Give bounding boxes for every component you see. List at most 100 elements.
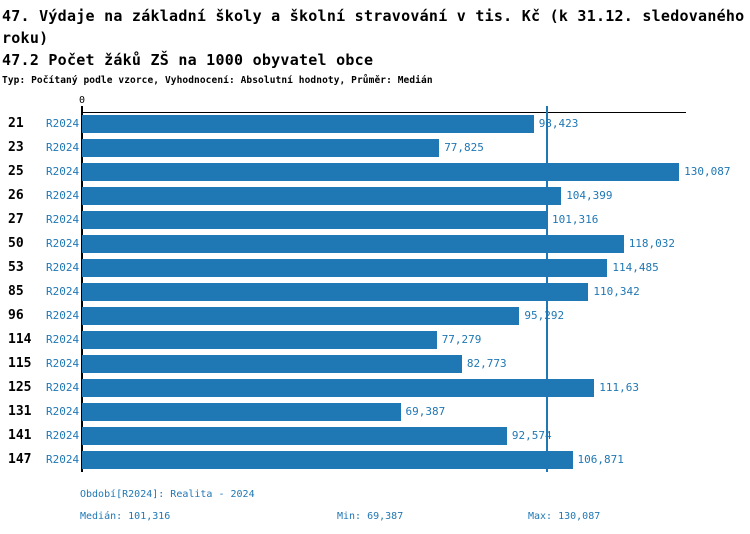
row-series-label: R2024	[46, 405, 80, 418]
row-series-label: R2024	[46, 429, 80, 442]
bar-value-label: 92,574	[511, 429, 552, 442]
footer-max-label: Max: 130,087	[528, 511, 601, 522]
row-series-label: R2024	[46, 285, 80, 298]
bar-row: 115 R2024 82,773	[0, 352, 750, 376]
x-axis-line	[82, 112, 686, 113]
bar-row: 25 R2024 130,087	[0, 160, 750, 184]
bar-value-label: 114,485	[612, 261, 659, 274]
bar-row: 131 R2024 69,387	[0, 400, 750, 424]
row-series-label: R2024	[46, 357, 80, 370]
bar-value-label: 95,292	[524, 309, 565, 322]
bar	[82, 259, 608, 277]
bar-track: 118,032	[82, 232, 750, 256]
row-series-label: R2024	[46, 261, 80, 274]
row-series-label: R2024	[46, 381, 80, 394]
x-axis-zero-label: 0	[78, 95, 86, 106]
bar-value-label: 118,032	[628, 237, 676, 250]
row-category-label: 85	[8, 284, 24, 299]
bar-row: 85 R2024 110,342	[0, 280, 750, 304]
bar	[82, 451, 573, 469]
bar-track: 77,279	[82, 328, 750, 352]
bar-value-label: 130,087	[684, 165, 731, 178]
bar-track: 92,574	[82, 424, 750, 448]
bar-row: 96 R2024 95,292	[0, 304, 750, 328]
bar-row: 23 R2024 77,825	[0, 136, 750, 160]
bar-rows: 21 R2024 98,423 23 R2024 77,825 25 R2024 130,087…	[0, 112, 750, 472]
row-category-label: 114	[8, 332, 32, 347]
bar-track: 101,316	[82, 208, 750, 232]
bar-row: 147 R2024 106,871	[0, 448, 750, 472]
bar	[82, 163, 680, 181]
bar-row: 141 R2024 92,574	[0, 424, 750, 448]
bar-value-label: 69,387	[405, 405, 446, 418]
bar-value-label: 104,399	[566, 189, 613, 202]
bar-row: 26 R2024 104,399	[0, 184, 750, 208]
bar	[82, 283, 589, 301]
row-series-label: R2024	[46, 333, 80, 346]
row-category-label: 50	[8, 236, 24, 251]
row-series-label: R2024	[46, 309, 80, 322]
row-category-label: 27	[8, 212, 24, 227]
bar-value-label: 77,279	[441, 333, 482, 346]
bar	[82, 139, 440, 157]
bar-row: 53 R2024 114,485	[0, 256, 750, 280]
row-series-label: R2024	[46, 141, 80, 154]
row-category-label: 131	[8, 404, 32, 419]
bar	[82, 331, 437, 349]
bar	[82, 355, 462, 373]
footer-min-label: Min: 69,387	[337, 511, 404, 522]
bar	[82, 427, 507, 445]
row-series-label: R2024	[46, 117, 80, 130]
bar-track: 110,342	[82, 280, 750, 304]
bar-row: 50 R2024 118,032	[0, 232, 750, 256]
bar	[82, 307, 520, 325]
bar-track: 82,773	[82, 352, 750, 376]
row-category-label: 53	[8, 260, 24, 275]
bar-value-label: 82,773	[466, 357, 507, 370]
bar-value-label: 111,63	[599, 381, 640, 394]
bar-row: 21 R2024 98,423	[0, 112, 750, 136]
footer-median-label: Medián: 101,316	[80, 511, 171, 522]
bar-track: 77,825	[82, 136, 750, 160]
page-title: 47. Výdaje na základní školy a školní st…	[2, 7, 745, 47]
row-category-label: 25	[8, 164, 24, 179]
bar	[82, 115, 534, 133]
bar-track: 104,399	[82, 184, 750, 208]
row-category-label: 96	[8, 308, 24, 323]
bar-value-label: 101,316	[552, 213, 599, 226]
bar-track: 130,087	[82, 160, 750, 184]
bar-track: 111,63	[82, 376, 750, 400]
bar-value-label: 77,825	[444, 141, 484, 154]
row-series-label: R2024	[46, 165, 80, 178]
bar-row: 114 R2024 77,279	[0, 328, 750, 352]
bar-track: 69,387	[82, 400, 750, 424]
row-series-label: R2024	[46, 213, 80, 226]
row-series-label: R2024	[46, 453, 80, 466]
bar-track: 95,292	[82, 304, 750, 328]
row-category-label: 147	[8, 452, 32, 467]
row-series-label: R2024	[46, 237, 80, 250]
bar	[82, 379, 595, 397]
bar-value-label: 98,423	[538, 117, 579, 130]
bar-track: 98,423	[82, 112, 750, 136]
bar-track: 114,485	[82, 256, 750, 280]
row-series-label: R2024	[46, 189, 80, 202]
bar	[82, 403, 401, 421]
header: 47. Výdaje na základní školy a školní st…	[2, 5, 746, 88]
indicator-title: 47.2 Počet žáků ZŠ na 1000 obyvatel obce	[2, 51, 374, 69]
row-category-label: 125	[8, 380, 32, 395]
bar	[82, 235, 624, 253]
footer-period-label: Období[R2024]: Realita - 2024	[80, 489, 255, 500]
bar	[82, 187, 562, 205]
bar	[82, 211, 547, 229]
row-category-label: 141	[8, 428, 32, 443]
bar-row: 125 R2024 111,63	[0, 376, 750, 400]
bar-value-label: 110,342	[593, 285, 640, 298]
row-category-label: 21	[8, 116, 24, 131]
row-category-label: 23	[8, 140, 24, 155]
bar-value-label: 106,871	[577, 453, 624, 466]
chart-meta: Typ: Počítaný podle vzorce, Vyhodnocení:…	[2, 75, 433, 86]
bar-track: 106,871	[82, 448, 750, 472]
bar-row: 27 R2024 101,316	[0, 208, 750, 232]
